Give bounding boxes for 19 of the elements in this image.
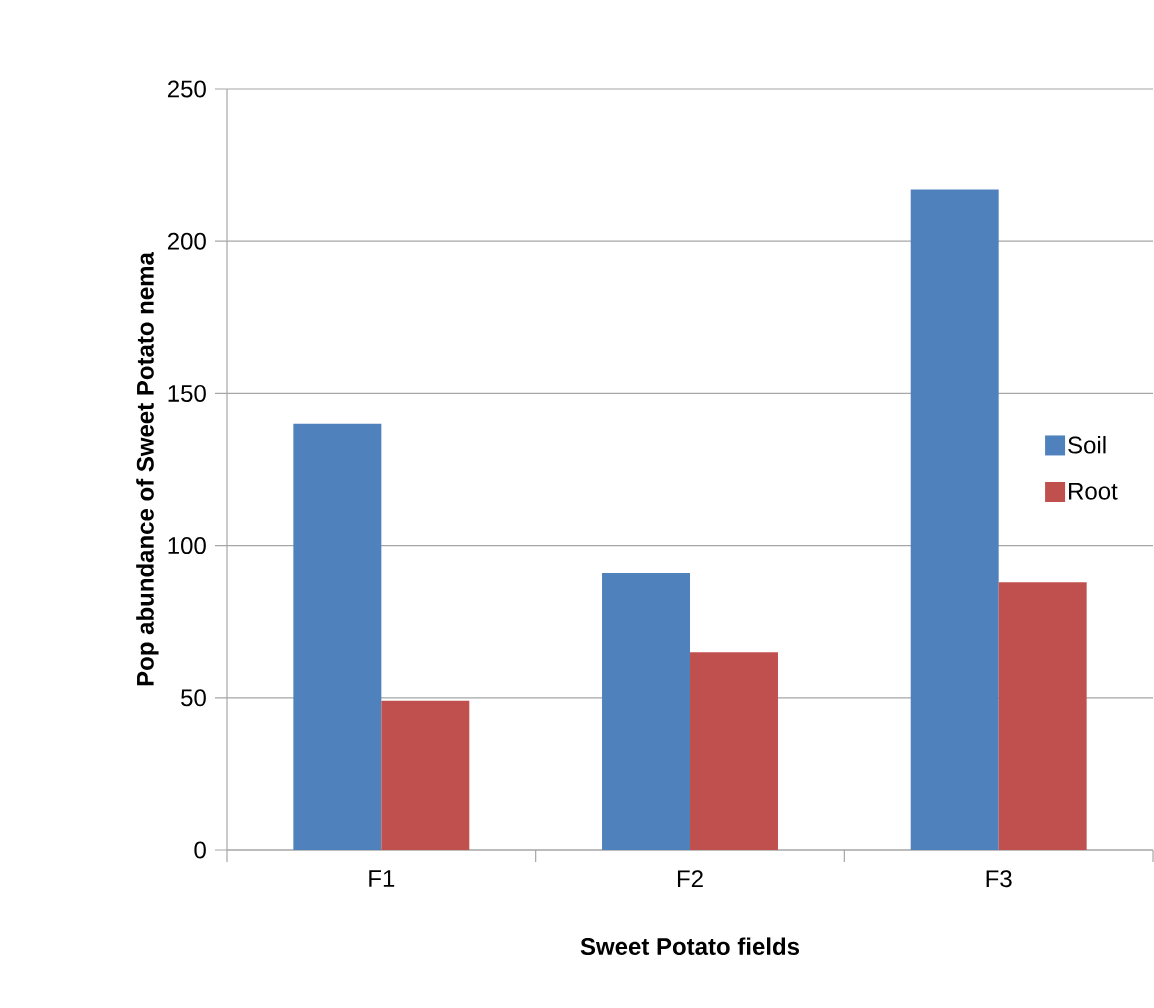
x-tick-label: F1 — [369, 870, 395, 887]
bar — [293, 423, 382, 850]
bar — [381, 700, 470, 850]
bar — [910, 189, 999, 850]
y-tick-label: 200 — [167, 232, 206, 250]
bar — [690, 652, 778, 850]
legend-label: Root — [1069, 482, 1118, 500]
bar — [602, 572, 691, 850]
bar — [998, 582, 1087, 850]
legend-label: Soil — [1068, 435, 1106, 454]
x-tick-label: F2 — [677, 870, 703, 887]
x-axis-title: Sweet Potato fields — [580, 937, 800, 956]
y-tick-label: 250 — [167, 80, 206, 98]
y-tick-label: 100 — [168, 537, 206, 555]
y-tick-label: 0 — [194, 841, 206, 859]
y-axis-title: Pop abundance of Sweet Potato nema — [136, 251, 159, 686]
y-tick-label: 150 — [168, 384, 206, 402]
y-tick-label: 50 — [181, 689, 206, 707]
x-tick-label: F3 — [986, 870, 1012, 888]
